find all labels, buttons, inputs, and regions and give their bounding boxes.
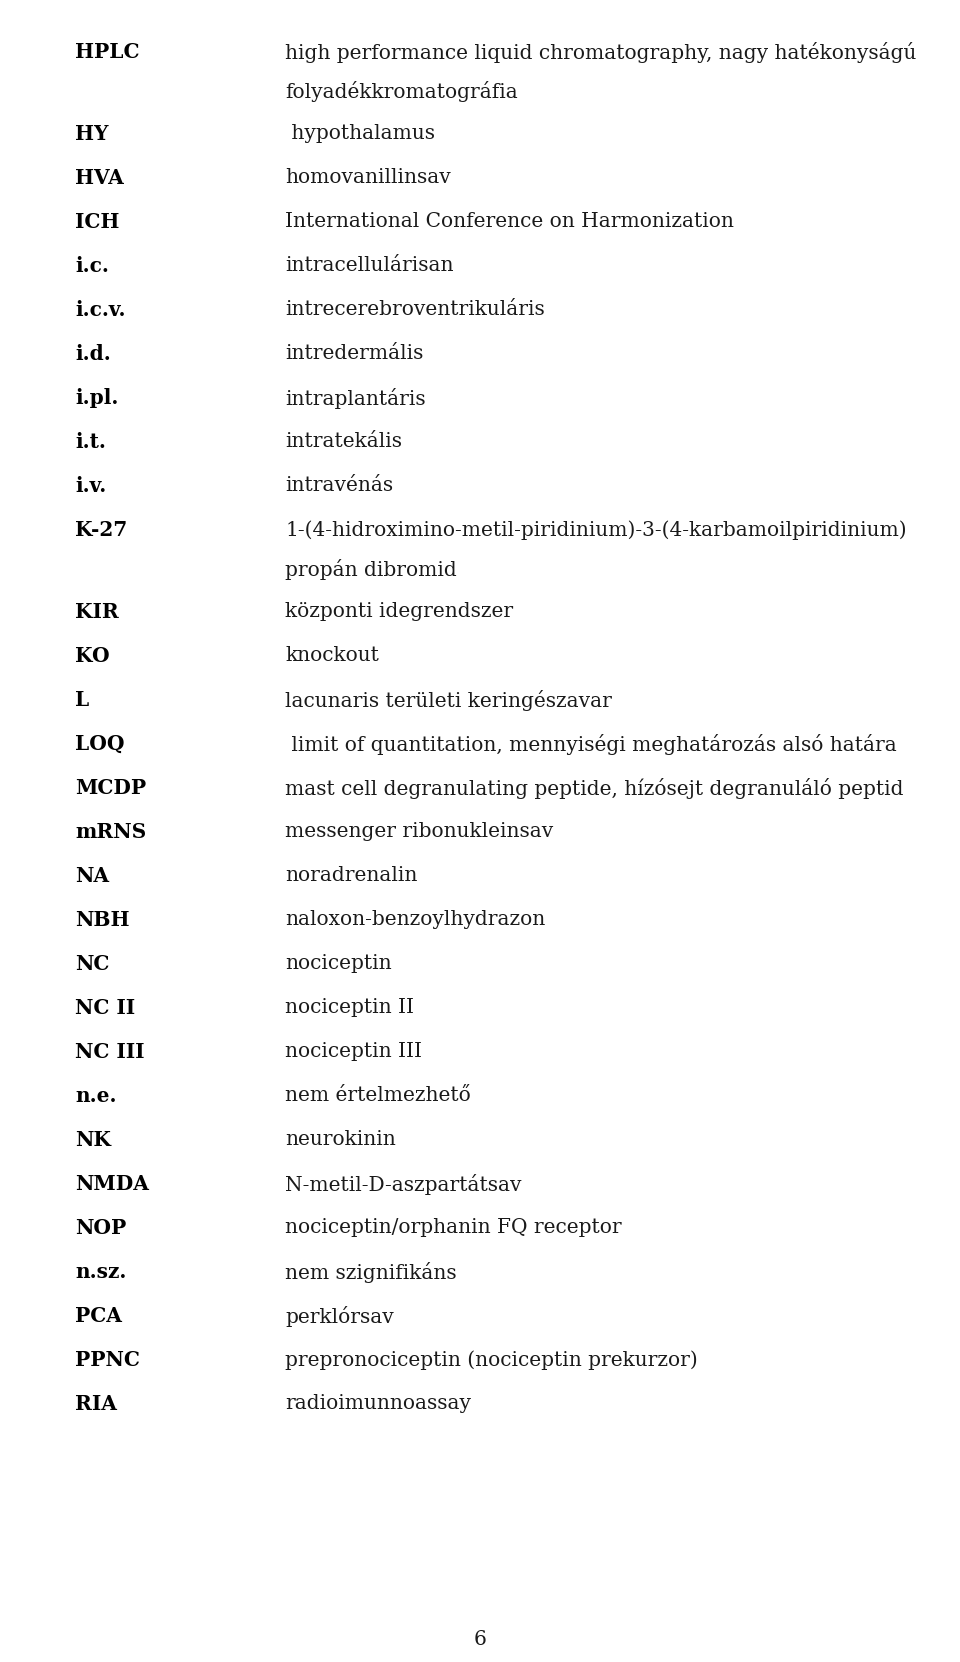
Text: nociceptin II: nociceptin II [285,997,414,1017]
Text: RIA: RIA [75,1394,117,1414]
Text: L: L [75,690,89,710]
Text: i.t.: i.t. [75,432,106,452]
Text: intracellulárisan: intracellulárisan [285,256,453,274]
Text: propán dibromid: propán dibromid [285,558,457,580]
Text: ICH: ICH [75,213,119,233]
Text: HPLC: HPLC [75,42,139,61]
Text: i.c.v.: i.c.v. [75,301,126,321]
Text: noradrenalin: noradrenalin [285,866,418,884]
Text: HY: HY [75,125,108,145]
Text: naloxon-benzoylhydrazon: naloxon-benzoylhydrazon [285,911,545,929]
Text: i.pl.: i.pl. [75,387,118,407]
Text: KIR: KIR [75,602,119,622]
Text: i.d.: i.d. [75,344,110,364]
Text: intredermális: intredermális [285,344,423,362]
Text: NC II: NC II [75,997,135,1019]
Text: intraplantáris: intraplantáris [285,387,425,409]
Text: NA: NA [75,866,109,886]
Text: nociceptin: nociceptin [285,954,392,972]
Text: N-metil-D-aszpartátsav: N-metil-D-aszpartátsav [285,1173,521,1195]
Text: 1-(4-hidroximino-metil-piridinium)-3-(4-karbamoilpiridinium): 1-(4-hidroximino-metil-piridinium)-3-(4-… [285,520,906,540]
Text: KO: KO [75,647,109,666]
Text: HVA: HVA [75,168,124,188]
Text: MCDP: MCDP [75,778,146,798]
Text: nem értelmezhető: nem értelmezhető [285,1085,470,1105]
Text: 6: 6 [473,1630,487,1649]
Text: prepronociceptin (nociceptin prekurzor): prepronociceptin (nociceptin prekurzor) [285,1350,698,1369]
Text: folyadékkromatográfia: folyadékkromatográfia [285,81,517,101]
Text: NK: NK [75,1130,110,1150]
Text: NC: NC [75,954,109,974]
Text: mast cell degranulating peptide, hízósejt degranuláló peptid: mast cell degranulating peptide, hízósej… [285,778,903,799]
Text: NBH: NBH [75,911,130,931]
Text: NMDA: NMDA [75,1173,149,1193]
Text: lacunaris területi keringészavar: lacunaris területi keringészavar [285,690,612,711]
Text: NOP: NOP [75,1218,127,1238]
Text: high performance liquid chromatography, nagy hatékonyságú: high performance liquid chromatography, … [285,42,917,63]
Text: neurokinin: neurokinin [285,1130,396,1148]
Text: n.sz.: n.sz. [75,1261,127,1281]
Text: radioimunnoassay: radioimunnoassay [285,1394,471,1413]
Text: i.v.: i.v. [75,475,107,495]
Text: PCA: PCA [75,1306,122,1326]
Text: knockout: knockout [285,647,379,665]
Text: mRNS: mRNS [75,823,146,843]
Text: K-27: K-27 [75,520,128,540]
Text: LOQ: LOQ [75,735,125,755]
Text: intrecerebroventrikuláris: intrecerebroventrikuláris [285,301,544,319]
Text: limit of quantitation, mennyiségi meghatározás alsó határa: limit of quantitation, mennyiségi meghat… [285,735,897,755]
Text: NC III: NC III [75,1042,145,1062]
Text: központi idegrendszer: központi idegrendszer [285,602,514,622]
Text: PPNC: PPNC [75,1350,140,1369]
Text: messenger ribonukleinsav: messenger ribonukleinsav [285,823,553,841]
Text: nociceptin III: nociceptin III [285,1042,422,1060]
Text: i.c.: i.c. [75,256,108,276]
Text: hypothalamus: hypothalamus [285,125,435,143]
Text: nociceptin/orphanin FQ receptor: nociceptin/orphanin FQ receptor [285,1218,622,1237]
Text: intravénás: intravénás [285,475,394,495]
Text: n.e.: n.e. [75,1085,116,1105]
Text: nem szignifikáns: nem szignifikáns [285,1261,457,1283]
Text: perklórsav: perklórsav [285,1306,394,1326]
Text: International Conference on Harmonization: International Conference on Harmonizatio… [285,213,733,231]
Text: homovanillinsav: homovanillinsav [285,168,451,188]
Text: intratekális: intratekális [285,432,402,450]
